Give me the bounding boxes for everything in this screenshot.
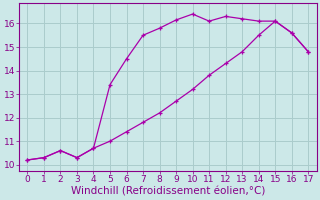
- X-axis label: Windchill (Refroidissement éolien,°C): Windchill (Refroidissement éolien,°C): [71, 187, 265, 197]
